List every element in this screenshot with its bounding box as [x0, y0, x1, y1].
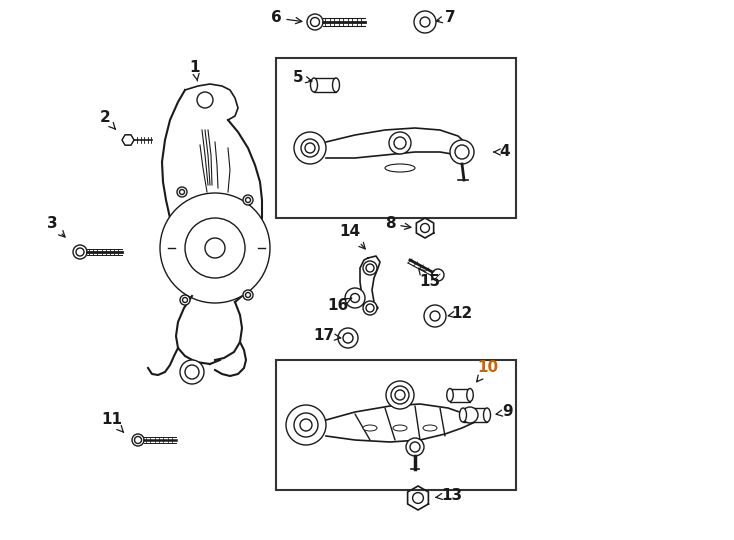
Bar [314, 78, 336, 92]
Circle shape [413, 492, 424, 503]
Circle shape [245, 293, 250, 298]
Circle shape [180, 360, 204, 384]
Bar [450, 388, 470, 402]
Text: 6: 6 [271, 10, 302, 25]
Circle shape [432, 269, 444, 281]
Circle shape [183, 298, 187, 302]
Circle shape [245, 198, 250, 202]
Ellipse shape [447, 388, 454, 402]
Text: 16: 16 [327, 298, 352, 313]
Circle shape [73, 245, 87, 259]
Circle shape [180, 295, 190, 305]
Circle shape [300, 419, 312, 431]
Circle shape [345, 288, 365, 308]
Text: 5: 5 [293, 71, 312, 85]
Ellipse shape [333, 78, 340, 92]
Ellipse shape [467, 388, 473, 402]
Circle shape [421, 224, 429, 233]
Circle shape [243, 195, 253, 205]
Circle shape [76, 248, 84, 256]
Text: 9: 9 [496, 404, 513, 420]
Circle shape [386, 381, 414, 409]
Circle shape [344, 334, 352, 342]
Circle shape [134, 436, 142, 443]
Circle shape [343, 333, 353, 343]
Ellipse shape [459, 408, 467, 422]
Circle shape [197, 92, 213, 108]
Circle shape [180, 190, 184, 194]
Circle shape [205, 238, 225, 258]
Text: 12: 12 [448, 306, 473, 321]
Text: 1: 1 [190, 60, 200, 81]
Circle shape [424, 305, 446, 327]
Circle shape [185, 218, 245, 278]
Circle shape [307, 14, 323, 30]
Ellipse shape [484, 408, 490, 422]
Circle shape [160, 193, 270, 303]
Circle shape [395, 390, 405, 400]
Circle shape [132, 434, 144, 446]
Circle shape [338, 328, 358, 348]
Text: 8: 8 [385, 217, 411, 232]
Circle shape [305, 143, 315, 153]
Circle shape [394, 137, 406, 149]
Ellipse shape [393, 425, 407, 431]
Ellipse shape [310, 78, 318, 92]
Circle shape [406, 438, 424, 456]
Ellipse shape [423, 425, 437, 431]
Ellipse shape [385, 164, 415, 172]
Circle shape [389, 132, 411, 154]
Circle shape [286, 405, 326, 445]
Bar [463, 408, 487, 422]
Circle shape [363, 261, 377, 275]
Ellipse shape [363, 425, 377, 431]
Circle shape [301, 139, 319, 157]
Polygon shape [122, 135, 134, 145]
Bar [276, 58, 516, 218]
Circle shape [310, 17, 319, 26]
Circle shape [294, 132, 326, 164]
Circle shape [366, 304, 374, 312]
Bar [276, 360, 516, 490]
Text: 14: 14 [339, 225, 366, 249]
Circle shape [462, 407, 478, 423]
Text: 11: 11 [101, 413, 123, 433]
Circle shape [414, 11, 436, 33]
Text: 2: 2 [100, 111, 115, 129]
Circle shape [185, 365, 199, 379]
Text: 15: 15 [418, 268, 440, 289]
Text: 3: 3 [47, 217, 65, 237]
Circle shape [177, 187, 187, 197]
Text: 7: 7 [436, 10, 455, 25]
Circle shape [391, 386, 409, 404]
Circle shape [243, 290, 253, 300]
Circle shape [420, 17, 430, 27]
Circle shape [366, 264, 374, 272]
Circle shape [450, 140, 474, 164]
Circle shape [294, 413, 318, 437]
Text: 13: 13 [436, 488, 462, 503]
Circle shape [351, 294, 360, 302]
Text: 10: 10 [476, 361, 498, 382]
Circle shape [410, 442, 420, 452]
Text: 17: 17 [313, 328, 341, 343]
Circle shape [430, 311, 440, 321]
Circle shape [363, 301, 377, 315]
Circle shape [455, 145, 469, 159]
Text: 4: 4 [494, 145, 510, 159]
